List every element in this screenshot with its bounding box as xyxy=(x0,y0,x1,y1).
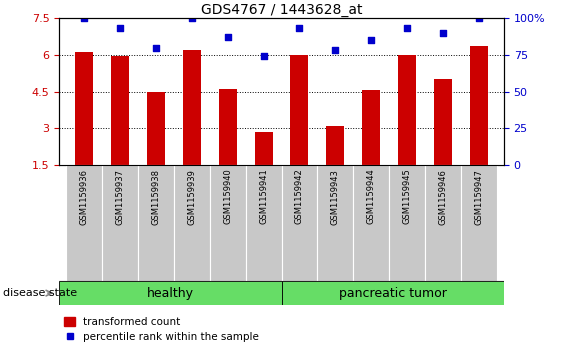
Point xyxy=(367,37,376,43)
Bar xyxy=(461,165,497,281)
Text: healthy: healthy xyxy=(147,287,194,299)
Text: pancreatic tumor: pancreatic tumor xyxy=(339,287,446,299)
Bar xyxy=(282,165,318,281)
Point xyxy=(151,45,160,50)
Bar xyxy=(183,50,201,165)
Text: GSM1159943: GSM1159943 xyxy=(331,169,340,225)
Bar xyxy=(362,90,380,165)
Title: GDS4767 / 1443628_at: GDS4767 / 1443628_at xyxy=(201,3,362,17)
Bar xyxy=(59,281,282,305)
Point xyxy=(187,15,196,21)
Point xyxy=(115,25,124,31)
Bar xyxy=(389,165,425,281)
Text: GSM1159936: GSM1159936 xyxy=(80,169,89,225)
Bar xyxy=(219,89,236,165)
Bar xyxy=(327,126,344,165)
Point xyxy=(223,34,232,40)
Bar xyxy=(147,92,165,165)
Point xyxy=(295,25,304,31)
Point xyxy=(80,15,89,21)
Bar xyxy=(102,165,138,281)
Bar xyxy=(245,165,282,281)
Bar xyxy=(75,53,93,165)
Bar xyxy=(318,165,353,281)
Bar xyxy=(174,165,210,281)
Text: GSM1159947: GSM1159947 xyxy=(474,169,483,225)
Bar xyxy=(66,165,102,281)
Bar xyxy=(210,165,245,281)
Bar xyxy=(398,55,416,165)
Text: disease state: disease state xyxy=(3,288,77,298)
Point xyxy=(331,48,340,53)
Text: GSM1159941: GSM1159941 xyxy=(259,169,268,224)
Bar xyxy=(282,281,504,305)
Point xyxy=(439,30,448,36)
Bar xyxy=(254,132,272,165)
Text: GSM1159939: GSM1159939 xyxy=(187,169,196,225)
Bar xyxy=(111,56,129,165)
Point xyxy=(474,15,483,21)
Bar xyxy=(434,79,452,165)
Legend: transformed count, percentile rank within the sample: transformed count, percentile rank withi… xyxy=(64,317,259,342)
Bar xyxy=(138,165,174,281)
Text: GSM1159940: GSM1159940 xyxy=(223,169,232,224)
Bar xyxy=(470,46,488,165)
Bar xyxy=(353,165,389,281)
Point xyxy=(403,25,412,31)
Text: GSM1159937: GSM1159937 xyxy=(115,169,124,225)
Text: GSM1159944: GSM1159944 xyxy=(367,169,376,224)
Text: GSM1159938: GSM1159938 xyxy=(151,169,160,225)
Point xyxy=(259,53,268,59)
Bar xyxy=(425,165,461,281)
Text: GSM1159942: GSM1159942 xyxy=(295,169,304,224)
Text: GSM1159945: GSM1159945 xyxy=(403,169,412,224)
Text: GSM1159946: GSM1159946 xyxy=(439,169,448,225)
Bar xyxy=(291,55,309,165)
